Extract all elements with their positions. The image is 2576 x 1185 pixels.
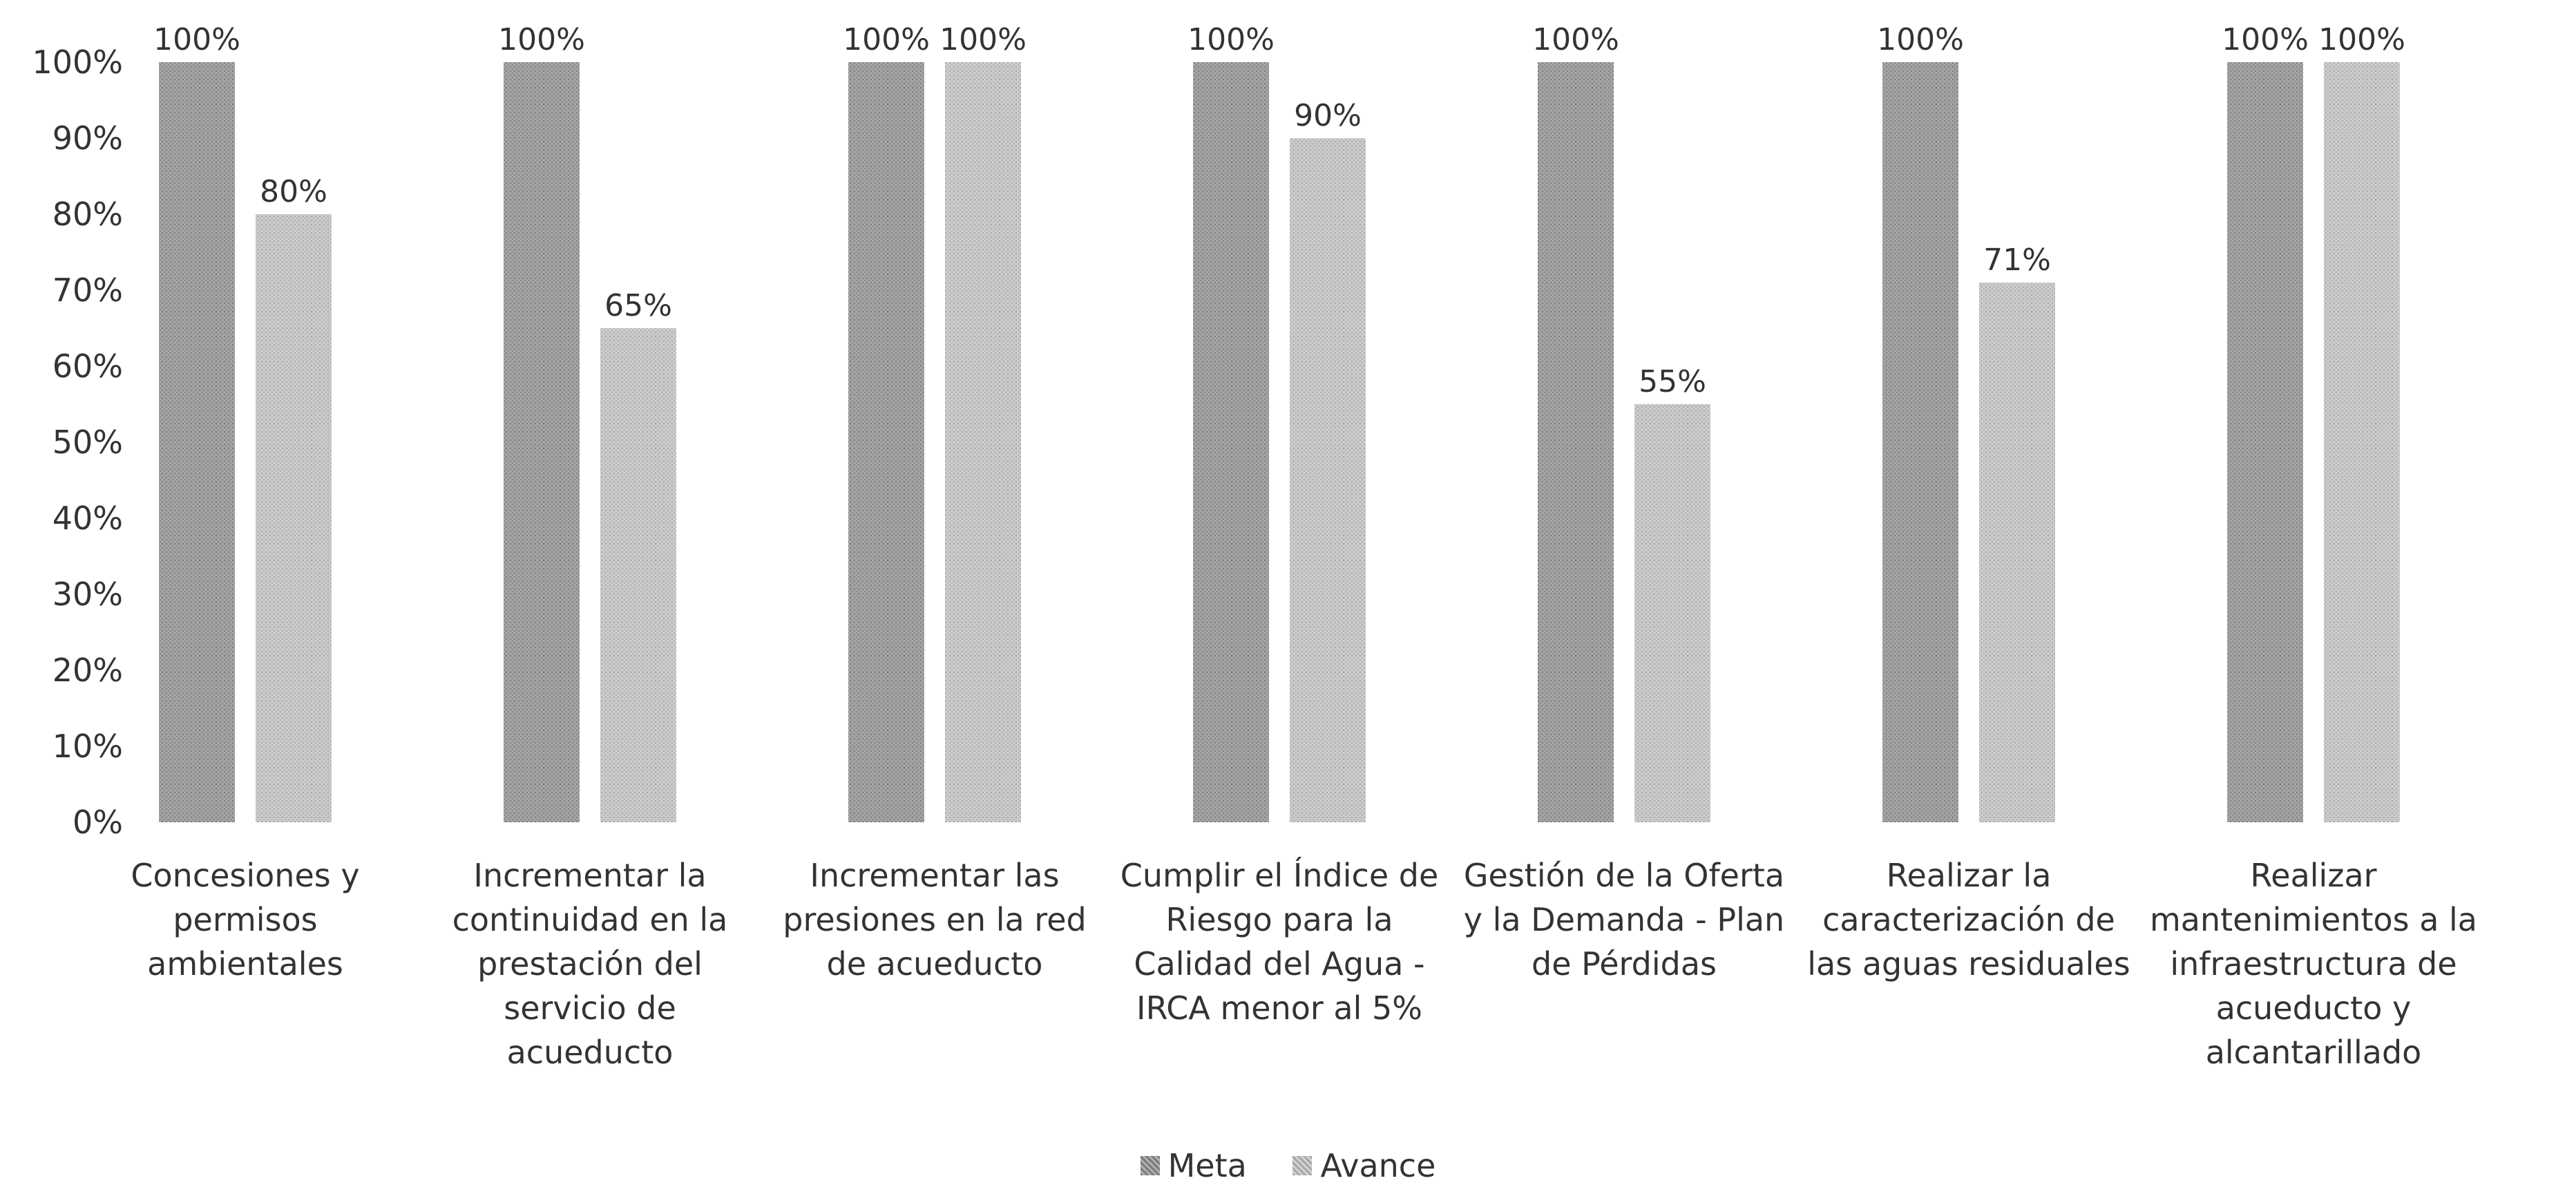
y-tick-label: 0%: [73, 804, 123, 841]
data-label: 100%: [1532, 22, 1619, 57]
data-label: 100%: [939, 22, 1027, 57]
category-label: Incrementar la continuidad en la prestació…: [452, 857, 728, 1071]
bar-avance: [256, 214, 332, 822]
bar-meta: [1538, 62, 1614, 822]
category-label: Incrementar las presiones en la red de acu…: [783, 857, 1086, 983]
data-label: 100%: [498, 22, 585, 57]
bar-avance: [945, 62, 1021, 822]
legend-item-avance: Avance: [1292, 1147, 1435, 1184]
y-tick-label: 70%: [53, 272, 123, 309]
y-axis: 0% 10% 20% 30% 40% 50% 60% 70% 80% 90% 100%: [32, 44, 123, 841]
legend-label-meta: Meta: [1167, 1147, 1247, 1184]
bar-chart: 0% 10% 20% 30% 40% 50% 60% 70% 80% 90% 100% 100% 80…: [32, 22, 2477, 1071]
bar-avance: [2324, 62, 2400, 822]
bars: [159, 62, 2400, 822]
data-label: 100%: [2318, 22, 2405, 57]
data-label: 100%: [153, 22, 240, 57]
category-label: Cumplir el Índice de Riesgo para la Calida…: [1120, 857, 1439, 1027]
y-tick-label: 30%: [53, 576, 123, 613]
category-label: Realizar mantenimientos a la infraestructu…: [2150, 857, 2477, 1071]
y-tick-label: 40%: [53, 500, 123, 537]
y-tick-label: 100%: [32, 44, 123, 81]
y-tick-label: 50%: [53, 424, 123, 461]
bar-meta: [1193, 62, 1269, 822]
data-label: 55%: [1639, 364, 1706, 399]
value-labels: 100% 80% 100% 65% 100% 100% 100% 90% 100% 55% 100%…: [153, 22, 2405, 399]
legend: Meta Avance: [0, 1146, 2576, 1184]
bar-meta: [1882, 62, 1958, 822]
y-tick-label: 90%: [53, 120, 123, 157]
bar-meta: [504, 62, 580, 822]
data-label: 100%: [1877, 22, 1964, 57]
category-label: Concesiones y permisos ambientales: [131, 857, 359, 983]
category-label: Gestión de la Oferta y la Demanda - Plan d…: [1464, 857, 1784, 983]
data-label: 100%: [2222, 22, 2309, 57]
bar-avance: [600, 328, 676, 822]
data-label: 71%: [1983, 243, 2051, 278]
data-label: 65%: [604, 288, 672, 323]
category-label: Realizar la caracterización de las aguas r…: [1807, 857, 2130, 983]
y-tick-label: 10%: [53, 728, 123, 765]
legend-item-meta: Meta: [1140, 1147, 1247, 1184]
y-tick-label: 20%: [53, 652, 123, 689]
data-label: 100%: [843, 22, 930, 57]
y-tick-label: 60%: [53, 348, 123, 385]
legend-swatch-avance: [1292, 1156, 1313, 1175]
bar-meta: [159, 62, 235, 822]
data-label: 100%: [1187, 22, 1275, 57]
legend-swatch-meta: [1140, 1156, 1160, 1175]
x-axis-labels: Concesiones y permisos ambientales Incremen…: [131, 857, 2477, 1071]
data-label: 90%: [1294, 98, 1362, 133]
legend-label-avance: Avance: [1320, 1147, 1436, 1184]
data-label: 80%: [260, 174, 327, 209]
bar-avance: [1634, 404, 1710, 822]
bar-avance: [1979, 283, 2055, 822]
y-tick-label: 80%: [53, 196, 123, 233]
bar-meta: [2227, 62, 2303, 822]
bar-meta: [848, 62, 924, 822]
bar-avance: [1290, 138, 1366, 822]
